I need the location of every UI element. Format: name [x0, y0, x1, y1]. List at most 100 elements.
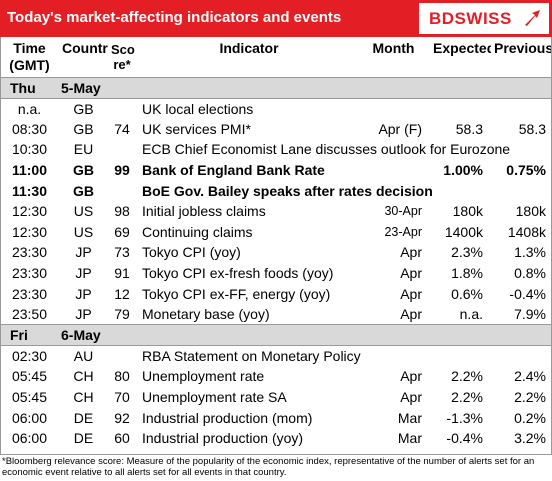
brand-logo: BDSWISS	[419, 3, 549, 34]
cell-score: 92	[114, 409, 130, 426]
day-label: Thu	[0, 76, 59, 99]
cell-month	[362, 98, 430, 119]
cell-time: 10:30	[11, 141, 48, 158]
cell-time: n.a.	[17, 100, 42, 117]
table-row: 05:45 CH 80 Unemployment rate Apr 2.2% 2.4%	[0, 366, 552, 387]
cell-expected: 2.2%	[451, 368, 483, 385]
cell-country: GB	[73, 162, 94, 179]
cell-time: 06:00	[11, 409, 48, 426]
cell-expected: -0.4%	[446, 430, 483, 447]
header-country: Country	[62, 40, 108, 56]
cell-country: GB	[73, 182, 94, 199]
cell-month: Apr	[400, 389, 422, 406]
cell-expected: 2.3%	[451, 244, 483, 261]
header-previous: Previous	[494, 40, 552, 56]
day-header-row: Fri 6-May	[0, 324, 552, 347]
cell-indicator: Monetary base (yoy)	[142, 305, 270, 322]
cell-country: GB	[73, 120, 94, 137]
cell-indicator: Industrial production (yoy)	[142, 430, 304, 447]
cell-previous: 1.3%	[514, 244, 546, 261]
cell-score: 73	[114, 244, 130, 261]
title-banner: Today's market-affecting indicators and …	[0, 0, 552, 37]
table-row: 12:30 US 69 Continuing claims 23-Apr 1400k 140…	[0, 222, 552, 243]
cell-time: 23:30	[11, 285, 48, 302]
cell-score: 79	[114, 305, 130, 322]
cell-previous: 2.2%	[514, 389, 546, 406]
cell-expected: 2.2%	[451, 389, 483, 406]
cell-time: 11:00	[11, 162, 48, 179]
cell-month: Apr (F)	[378, 120, 422, 137]
cell-expected: 1.8%	[451, 265, 483, 282]
cell-previous: 0.75%	[506, 162, 546, 179]
cell-score	[108, 98, 136, 119]
cell-expected: -1.3%	[446, 409, 483, 426]
cell-month: Apr	[400, 265, 422, 282]
cell-score: 80	[114, 368, 130, 385]
table-body: Thu 5-May n.a. GB UK local elections 08:30 GB 7…	[0, 76, 552, 449]
cell-score: 60	[114, 430, 130, 447]
cell-time: 06:00	[11, 430, 48, 447]
table-row: 08:30 GB 74 UK services PMI* Apr (F) 58.3 58.3	[0, 119, 552, 140]
cell-previous: 1408k	[507, 223, 546, 240]
table-row: 02:30 AU RBA Statement on Monetary Policy	[0, 346, 552, 367]
cell-time: 02:30	[11, 348, 48, 365]
table-row: n.a. GB UK local elections	[0, 98, 552, 119]
header-indicator: Indicator	[219, 40, 279, 56]
table-row: 06:00 DE 60 Industrial production (yoy) Mar -…	[0, 428, 552, 449]
cell-indicator: UK services PMI*	[142, 120, 251, 137]
cell-score: 70	[114, 389, 130, 406]
cell-country: US	[73, 223, 94, 240]
day-date: 5-May	[59, 76, 552, 99]
cell-country: AU	[73, 348, 94, 365]
cell-month: Apr	[400, 305, 422, 322]
logo-text: BDSWISS	[429, 9, 512, 28]
cell-previous: 2.4%	[514, 368, 546, 385]
table-row: 23:30 JP 91 Tokyo CPI ex-fresh foods (yoy) A…	[0, 263, 552, 284]
header-score: Sco re*	[111, 41, 135, 72]
cell-indicator: Unemployment rate	[142, 368, 265, 385]
table-row: 23:50 JP 79 Monetary base (yoy) Apr n.a. 7.9%	[0, 304, 552, 325]
cell-country: JP	[75, 285, 92, 302]
cell-expected: 1400k	[444, 223, 483, 240]
cell-indicator: Industrial production (mom)	[142, 409, 313, 426]
footnote: *Bloomberg relevance score: Measure of t…	[2, 456, 535, 478]
cell-score: 74	[114, 120, 130, 137]
cell-month: Apr	[400, 368, 422, 385]
cell-month: 30-Apr	[384, 204, 422, 219]
cell-indicator: Unemployment rate SA	[142, 389, 287, 406]
cell-previous: 0.2%	[514, 409, 546, 426]
cell-expected: 1.00%	[443, 162, 483, 179]
cell-country: GB	[73, 100, 94, 117]
cell-score: 91	[114, 265, 130, 282]
cell-previous	[491, 98, 552, 119]
cell-time: 23:50	[11, 305, 48, 322]
cell-score: 99	[114, 162, 130, 179]
cell-time: 23:30	[11, 265, 48, 282]
cell-expected: 58.3	[455, 120, 483, 137]
cell-indicator: UK local elections	[142, 100, 254, 117]
cell-country: JP	[75, 305, 92, 322]
cell-country: CH	[73, 368, 94, 385]
cell-month: Mar	[397, 409, 422, 426]
cell-country: JP	[75, 265, 92, 282]
table-row: 06:00 DE 92 Industrial production (mom) Mar -…	[0, 407, 552, 428]
cell-score	[108, 180, 136, 201]
cell-indicator: Continuing claims	[142, 223, 253, 240]
table-row: 10:30 EU ECB Chief Economist Lane discusse…	[0, 139, 552, 160]
cell-indicator: ECB Chief Economist Lane discusses outlo…	[142, 141, 511, 158]
page-title: Today's market-affecting indicators and …	[7, 9, 342, 26]
cell-expected: 180k	[452, 203, 483, 220]
cell-expected: n.a.	[459, 305, 483, 322]
cell-indicator: Tokyo CPI (yoy)	[142, 244, 241, 261]
cell-expected	[430, 98, 491, 119]
cell-time: 12:30	[11, 203, 48, 220]
cell-country: DE	[73, 409, 94, 426]
cell-previous: 180k	[515, 203, 546, 220]
cell-month: Apr	[400, 285, 422, 302]
cell-month: Mar	[397, 430, 422, 447]
table-row: 23:30 JP 73 Tokyo CPI (yoy) Apr 2.3% 1.3%	[0, 242, 552, 263]
header-month: Month	[372, 40, 415, 56]
day-label: Fri	[0, 324, 59, 347]
